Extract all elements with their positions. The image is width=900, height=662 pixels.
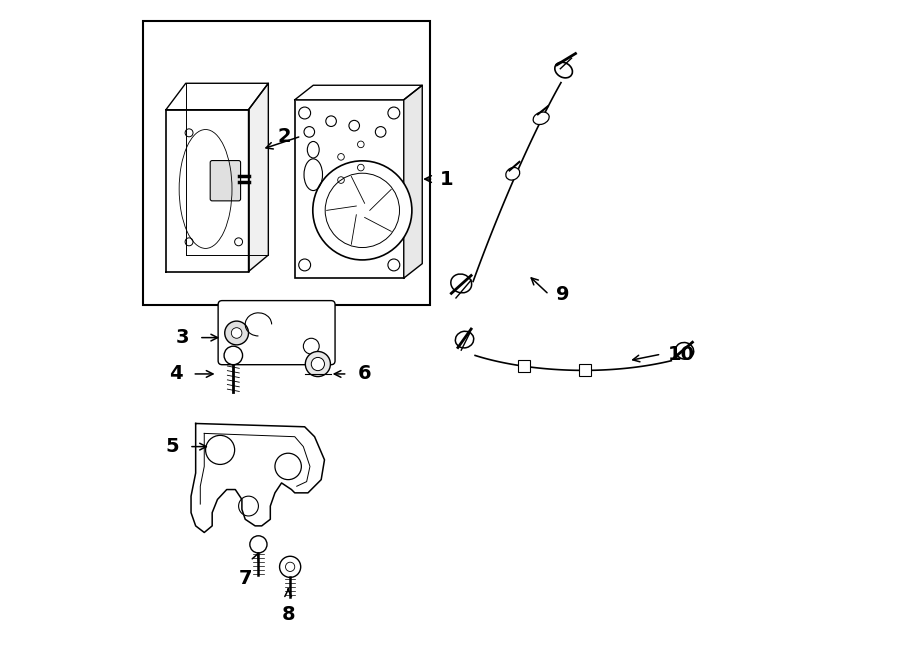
Text: 8: 8: [282, 605, 295, 624]
Ellipse shape: [506, 167, 519, 180]
Circle shape: [313, 161, 412, 260]
Bar: [143, 21, 430, 305]
FancyBboxPatch shape: [218, 301, 335, 365]
Text: 2: 2: [278, 126, 292, 146]
Text: 9: 9: [555, 285, 569, 304]
Text: 5: 5: [166, 437, 179, 456]
Circle shape: [311, 357, 325, 371]
Text: 4: 4: [169, 365, 183, 383]
Circle shape: [224, 346, 243, 365]
Circle shape: [231, 328, 242, 338]
Circle shape: [280, 556, 301, 577]
Text: 6: 6: [357, 365, 371, 383]
Bar: [518, 360, 529, 372]
Ellipse shape: [305, 352, 330, 377]
Bar: [579, 365, 590, 376]
Polygon shape: [295, 85, 422, 100]
Ellipse shape: [533, 112, 549, 124]
Polygon shape: [166, 83, 268, 110]
Text: 7: 7: [238, 569, 252, 588]
Polygon shape: [404, 85, 422, 278]
Ellipse shape: [451, 274, 472, 293]
Polygon shape: [166, 110, 248, 271]
Circle shape: [250, 536, 267, 553]
Polygon shape: [248, 83, 268, 271]
Text: 3: 3: [176, 328, 189, 347]
FancyBboxPatch shape: [211, 161, 240, 201]
Text: 10: 10: [668, 345, 695, 363]
Bar: [295, 100, 404, 278]
Circle shape: [225, 321, 248, 345]
Ellipse shape: [675, 342, 694, 359]
Ellipse shape: [455, 331, 473, 348]
Polygon shape: [191, 424, 325, 532]
Text: 1: 1: [440, 169, 454, 189]
